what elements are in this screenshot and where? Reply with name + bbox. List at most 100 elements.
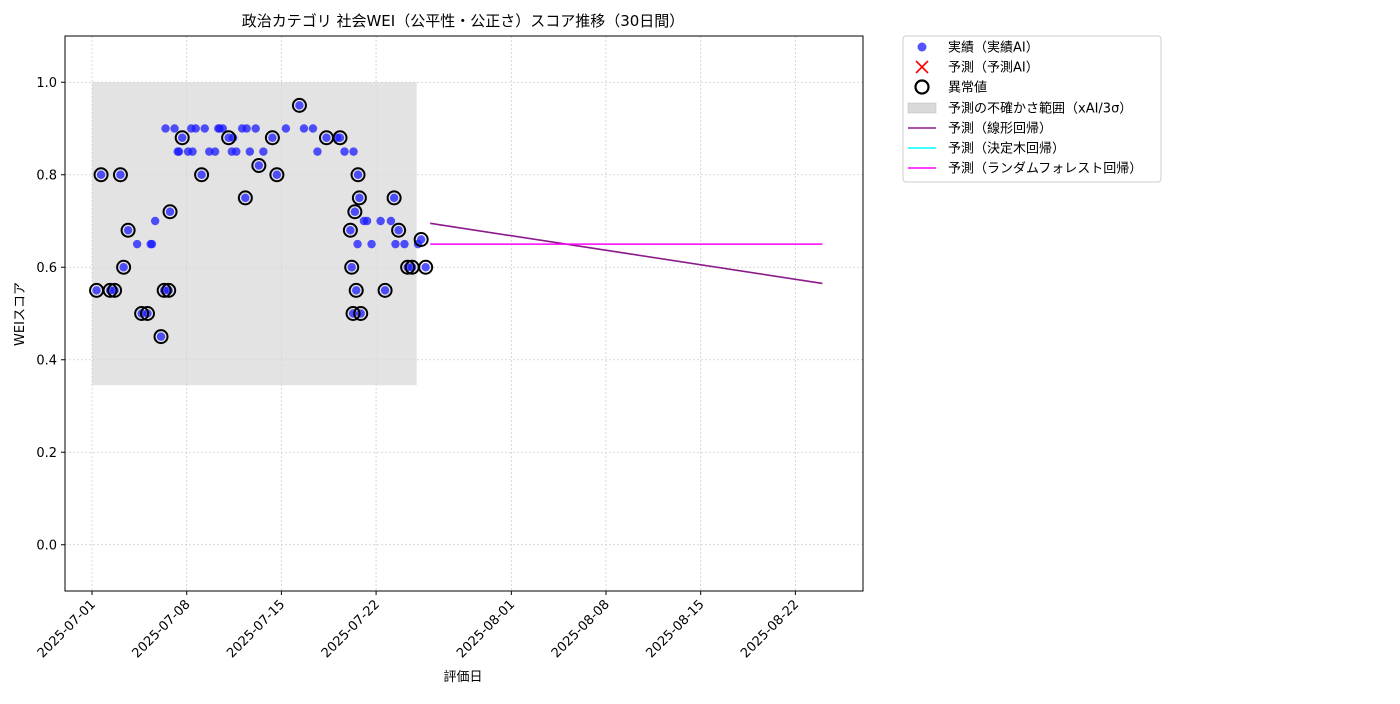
actual-point xyxy=(380,286,390,295)
y-tick-label: 0.4 xyxy=(36,353,57,368)
actual-point xyxy=(210,147,220,156)
actual-point xyxy=(308,124,318,133)
actual-point xyxy=(259,147,268,156)
x-tick-label: 2025-08-01 xyxy=(454,597,518,661)
x-tick-label: 2025-08-22 xyxy=(738,597,802,661)
anomaly-marker xyxy=(139,306,155,321)
actual-point xyxy=(156,332,166,341)
anomaly-marker xyxy=(342,222,358,238)
anomaly-marker xyxy=(264,130,280,146)
x-tick-label: 2025-07-08 xyxy=(130,597,194,661)
x-tick-label: 2025-07-01 xyxy=(35,597,99,661)
x-tick-label: 2025-08-15 xyxy=(643,597,707,661)
anomaly-marker xyxy=(237,190,253,206)
anomaly-marker xyxy=(350,167,366,183)
x-tick-label: 2025-08-08 xyxy=(549,597,613,661)
anomaly-marker xyxy=(291,97,307,113)
actual-point xyxy=(197,170,206,179)
actual-point xyxy=(394,226,403,235)
actual-point xyxy=(376,216,385,226)
actual-point xyxy=(178,133,187,142)
y-tick-label: 0.6 xyxy=(36,261,57,276)
anomaly-marker xyxy=(386,190,402,206)
legend-label: 予測（予測AI） xyxy=(948,61,1039,76)
legend-label: 予測（ランダムフォレスト回帰） xyxy=(948,161,1142,177)
actual-point xyxy=(215,124,224,133)
actual-point xyxy=(96,170,106,179)
y-tick-label: 0.8 xyxy=(36,168,57,183)
actual-point xyxy=(340,147,349,156)
legend-label: 予測の不確かさ範囲（xAI/3σ） xyxy=(948,101,1132,117)
actual-point xyxy=(205,147,214,156)
anomaly-marker xyxy=(156,282,172,298)
anomaly-layer xyxy=(89,97,434,345)
actual-point xyxy=(170,124,179,133)
anomaly-marker xyxy=(162,204,178,220)
uncertainty-band xyxy=(92,82,417,386)
actual-point xyxy=(347,263,356,272)
anomaly-marker xyxy=(351,190,367,206)
actual-point xyxy=(353,170,363,179)
actual-point xyxy=(200,124,209,133)
legend-label: 異常値 xyxy=(948,80,987,96)
actual-point xyxy=(123,226,133,235)
legend-frame xyxy=(902,35,1162,183)
legend-label: 予測（決定木回帰） xyxy=(948,141,1065,157)
anomaly-marker xyxy=(347,204,363,220)
anomaly-marker xyxy=(153,329,169,345)
forecast-layer xyxy=(430,222,823,285)
actual-point xyxy=(165,207,175,216)
actual-point xyxy=(355,193,364,203)
actual-point xyxy=(241,193,250,203)
legend-swatch-anomaly xyxy=(914,79,930,95)
legend-label: 予測（線形回帰） xyxy=(948,121,1052,137)
actual-point xyxy=(421,263,430,272)
actual-point xyxy=(191,124,200,133)
actual-point xyxy=(254,161,264,170)
anomaly-marker xyxy=(391,222,407,238)
anomaly-marker xyxy=(332,130,348,146)
actual-point xyxy=(119,263,128,272)
y-tick-label: 0.2 xyxy=(36,446,57,461)
anomaly-marker xyxy=(344,259,360,275)
actual-point xyxy=(116,170,125,179)
y-ticks: 0.0 0.2 0.4 0.6 0.8 1.0 xyxy=(36,76,65,553)
anomaly-marker xyxy=(112,167,128,183)
actual-point xyxy=(391,239,400,249)
actual-point xyxy=(150,216,160,226)
actual-point xyxy=(232,147,241,156)
y-axis-label: WEIスコア xyxy=(13,282,28,346)
legend-swatch-actual xyxy=(917,42,927,52)
anomaly-marker xyxy=(161,282,177,298)
x-axis-label: 評価日 xyxy=(443,670,482,685)
legend-label: 実績（実績AI） xyxy=(948,40,1039,56)
x-tick-label: 2025-07-22 xyxy=(319,597,383,661)
actual-point xyxy=(147,239,157,249)
actual-point xyxy=(367,239,376,249)
anomaly-marker xyxy=(348,282,364,298)
y-tick-label: 0.0 xyxy=(36,538,57,553)
anomaly-marker xyxy=(107,282,123,298)
anomaly-marker xyxy=(413,232,429,247)
legend-swatch-predict-x xyxy=(915,60,929,74)
actual-point xyxy=(245,147,255,156)
actual-point xyxy=(242,124,251,133)
actual-point xyxy=(346,226,355,235)
actual-point xyxy=(386,216,396,226)
chart-title: 政治カテゴリ 社会WEI（公平性・公正さ）スコア推移（30日間） xyxy=(242,12,685,30)
band-layer xyxy=(92,82,417,386)
anomaly-marker xyxy=(221,130,237,146)
actual-point xyxy=(295,101,304,110)
anomaly-marker xyxy=(93,167,109,183)
actual-point xyxy=(389,193,399,203)
actual-point xyxy=(92,286,101,295)
actual-point xyxy=(352,286,361,295)
plot-frame xyxy=(64,35,864,592)
anomaly-marker xyxy=(345,306,361,321)
anomaly-marker xyxy=(102,282,118,298)
anomaly-marker xyxy=(116,259,132,275)
